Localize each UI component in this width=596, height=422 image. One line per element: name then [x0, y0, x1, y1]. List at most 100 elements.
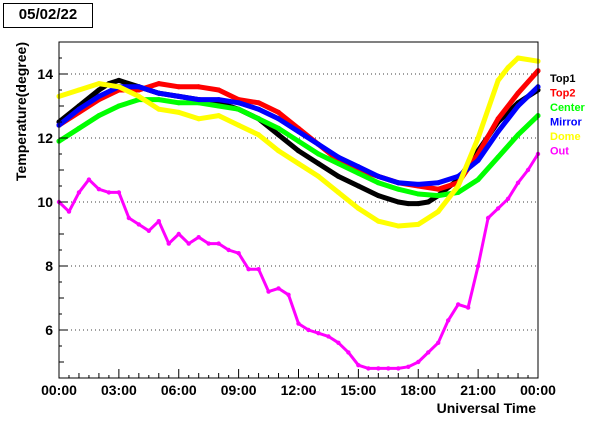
- data-point: [146, 228, 152, 233]
- data-point: [395, 199, 401, 205]
- data-point: [525, 167, 531, 173]
- data-point: [206, 241, 211, 246]
- data-point: [396, 366, 401, 371]
- data-point: [475, 177, 481, 183]
- data-point: [196, 84, 202, 90]
- series-line-dome: [56, 55, 541, 229]
- data-point: [256, 132, 262, 138]
- data-point: [435, 186, 441, 192]
- data-point: [495, 129, 501, 135]
- data-point: [335, 189, 341, 195]
- data-point: [485, 215, 491, 221]
- data-point: [475, 263, 481, 269]
- data-point: [375, 193, 381, 199]
- data-point: [315, 141, 321, 147]
- data-point: [216, 97, 222, 103]
- data-point: [336, 340, 341, 345]
- data-point: [395, 186, 401, 192]
- data-point: [276, 132, 282, 138]
- legend-item-top1: Top1: [550, 73, 575, 85]
- data-point: [236, 106, 242, 112]
- data-point: [236, 122, 242, 128]
- x-tick-label: 00:00: [520, 382, 556, 398]
- data-point: [415, 221, 421, 227]
- data-point: [76, 106, 82, 112]
- x-tick-label: 09:00: [221, 382, 257, 398]
- data-point: [176, 84, 182, 90]
- data-point: [136, 93, 142, 99]
- data-point: [166, 241, 171, 246]
- data-point: [156, 106, 162, 112]
- data-point: [116, 190, 122, 195]
- x-tick-label: 06:00: [161, 382, 197, 398]
- data-series: [56, 55, 541, 371]
- data-point: [415, 201, 421, 207]
- data-point: [286, 292, 291, 297]
- data-point: [375, 173, 381, 179]
- data-point: [136, 84, 142, 90]
- legend-item-out: Out: [550, 146, 569, 158]
- data-point: [315, 161, 321, 167]
- data-point: [216, 113, 222, 119]
- y-tick-label: 8: [45, 258, 53, 274]
- data-point: [136, 222, 142, 227]
- y-tick-label: 10: [37, 194, 53, 210]
- data-point: [156, 219, 161, 224]
- data-point: [425, 199, 431, 205]
- data-point: [76, 190, 82, 195]
- data-point: [375, 218, 381, 224]
- legend-item-mirror: Mirror: [550, 117, 583, 129]
- data-point: [435, 180, 441, 186]
- data-point: [315, 151, 321, 157]
- data-point: [276, 286, 281, 291]
- data-point: [356, 363, 361, 368]
- data-point: [515, 180, 521, 185]
- data-point: [386, 366, 391, 371]
- data-point: [495, 206, 501, 211]
- data-point: [276, 116, 282, 122]
- data-point: [216, 87, 222, 93]
- data-point: [126, 215, 132, 221]
- data-point: [296, 138, 301, 144]
- data-point: [116, 77, 122, 83]
- data-point: [116, 84, 122, 90]
- grid-lines: [59, 73, 538, 331]
- data-point: [445, 318, 451, 323]
- data-point: [176, 93, 182, 99]
- legend: Top1 Top2 Center Mirror Dome Out: [550, 73, 586, 158]
- data-point: [116, 103, 122, 109]
- data-point: [515, 132, 521, 138]
- data-point: [415, 191, 421, 197]
- data-point: [315, 173, 321, 179]
- data-point: [405, 201, 411, 207]
- legend-item-center: Center: [550, 102, 586, 114]
- data-point: [436, 340, 441, 345]
- data-point: [426, 350, 431, 355]
- data-point: [455, 183, 461, 189]
- y-tick-label: 14: [37, 66, 53, 82]
- data-point: [435, 209, 441, 215]
- data-point: [415, 181, 421, 187]
- data-point: [376, 366, 381, 371]
- axes: 00:00 03:00 06:00 09:00 12:00 15:00 18:00 21:00…: [37, 57, 556, 398]
- data-point: [256, 116, 262, 122]
- data-point: [375, 180, 381, 186]
- data-point: [106, 190, 112, 195]
- data-point: [276, 109, 282, 115]
- data-point: [266, 289, 271, 294]
- data-point: [505, 65, 511, 71]
- data-point: [256, 100, 262, 106]
- data-point: [495, 154, 501, 160]
- data-point: [276, 125, 282, 131]
- data-point: [366, 366, 371, 371]
- data-point: [176, 100, 182, 106]
- legend-item-top2: Top2: [550, 88, 575, 100]
- data-point: [156, 90, 162, 96]
- data-point: [416, 359, 421, 365]
- data-point: [395, 180, 401, 186]
- data-point: [196, 116, 202, 122]
- data-point: [475, 135, 481, 141]
- data-point: [96, 93, 102, 99]
- data-point: [515, 90, 521, 96]
